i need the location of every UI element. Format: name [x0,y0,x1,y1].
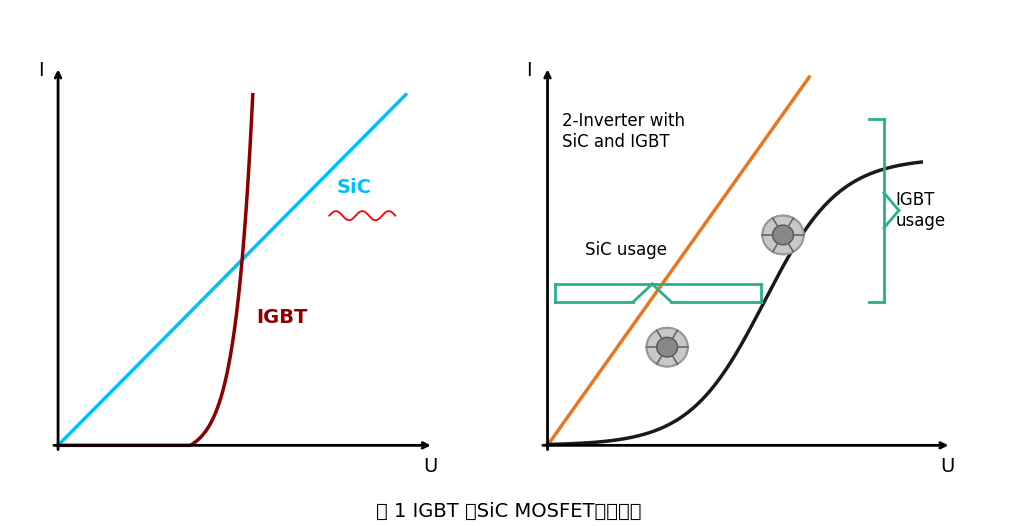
Polygon shape [763,216,803,254]
Circle shape [773,225,793,245]
Text: U: U [941,457,955,476]
Text: IGBT: IGBT [256,308,307,327]
Text: I: I [38,60,44,79]
Text: SiC usage: SiC usage [585,241,667,259]
Polygon shape [647,328,687,367]
Text: 图 1 IGBT 和SiC MOSFET导通特性: 图 1 IGBT 和SiC MOSFET导通特性 [375,502,642,521]
Text: IGBT
usage: IGBT usage [895,191,945,230]
Circle shape [657,337,677,357]
Text: U: U [423,457,437,476]
Text: SiC: SiC [337,178,371,197]
Text: I: I [526,60,532,79]
Text: 2-Inverter with
SiC and IGBT: 2-Inverter with SiC and IGBT [562,112,685,151]
